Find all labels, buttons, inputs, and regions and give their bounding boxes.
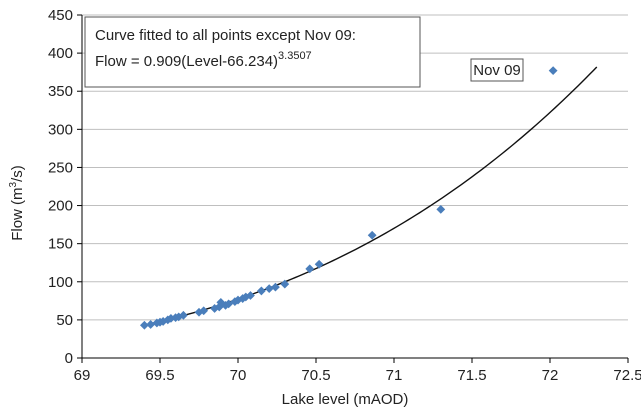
y-tick-label-8: 400 [48, 45, 73, 62]
y-tick-label-2: 100 [48, 274, 73, 291]
x-tick-label-2: 70 [230, 367, 247, 384]
data-point-28 [367, 230, 377, 240]
x-tick-label-6: 72 [542, 367, 559, 384]
y-tick-label-1: 50 [56, 312, 73, 329]
x-axis-title: Lake level (mAOD) [282, 391, 409, 408]
nov09-label: Nov 09 [470, 58, 524, 82]
gridlines [82, 14, 628, 321]
axes [77, 14, 629, 363]
data-point-25 [280, 279, 290, 289]
data-point-4 [158, 317, 168, 326]
data-point-10 [194, 307, 204, 317]
y-tick-label-7: 350 [48, 83, 73, 100]
data-point-30 [548, 66, 558, 76]
data-point-18 [233, 295, 243, 305]
y-tick-labels: 0 50 100 150 200 250 300 350 400 450 [48, 7, 73, 367]
x-tick-label-7: 72.5 [613, 367, 641, 384]
y-tick-label-3: 150 [48, 236, 73, 253]
nov09-label-text: Nov 09 [473, 62, 521, 79]
equation-line-1: Curve fitted to all points except Nov 09… [95, 27, 356, 44]
data-point-23 [264, 284, 274, 294]
data-point-22 [257, 286, 266, 296]
y-tick-label-5: 250 [48, 159, 73, 176]
y-tick-label-4: 200 [48, 198, 73, 215]
data-point-21 [246, 291, 255, 300]
data-point-24 [271, 282, 280, 292]
x-tick-label-5: 71.5 [457, 367, 486, 384]
data-point-9 [179, 310, 188, 320]
data-points [140, 66, 558, 330]
y-tick-label-9: 450 [48, 7, 73, 24]
y-axis-title: Flow (m3/s) [8, 165, 26, 241]
data-point-11 [199, 306, 209, 316]
equation-box: Curve fitted to all points except Nov 09… [84, 16, 421, 88]
data-point-20 [241, 292, 251, 302]
data-point-6 [166, 313, 176, 323]
data-point-1 [146, 320, 156, 329]
x-tick-label-0: 69 [74, 367, 91, 384]
data-point-27 [314, 259, 324, 269]
x-tick-label-3: 70.5 [301, 367, 330, 384]
x-tick-labels: 69 69.5 70 70.5 71 71.5 72 72.5 [74, 367, 641, 384]
data-point-26 [305, 264, 315, 274]
fitted-curve [144, 66, 598, 326]
y-tick-label-0: 0 [65, 350, 73, 367]
equation-line-2: Flow = 0.909(Level-66.234)3.3507 [95, 50, 312, 70]
x-tick-label-4: 71 [386, 367, 403, 384]
data-point-29 [436, 204, 446, 214]
data-point-0 [140, 320, 149, 330]
x-tick-label-1: 69.5 [145, 367, 174, 384]
y-tick-label-6: 300 [48, 121, 73, 138]
